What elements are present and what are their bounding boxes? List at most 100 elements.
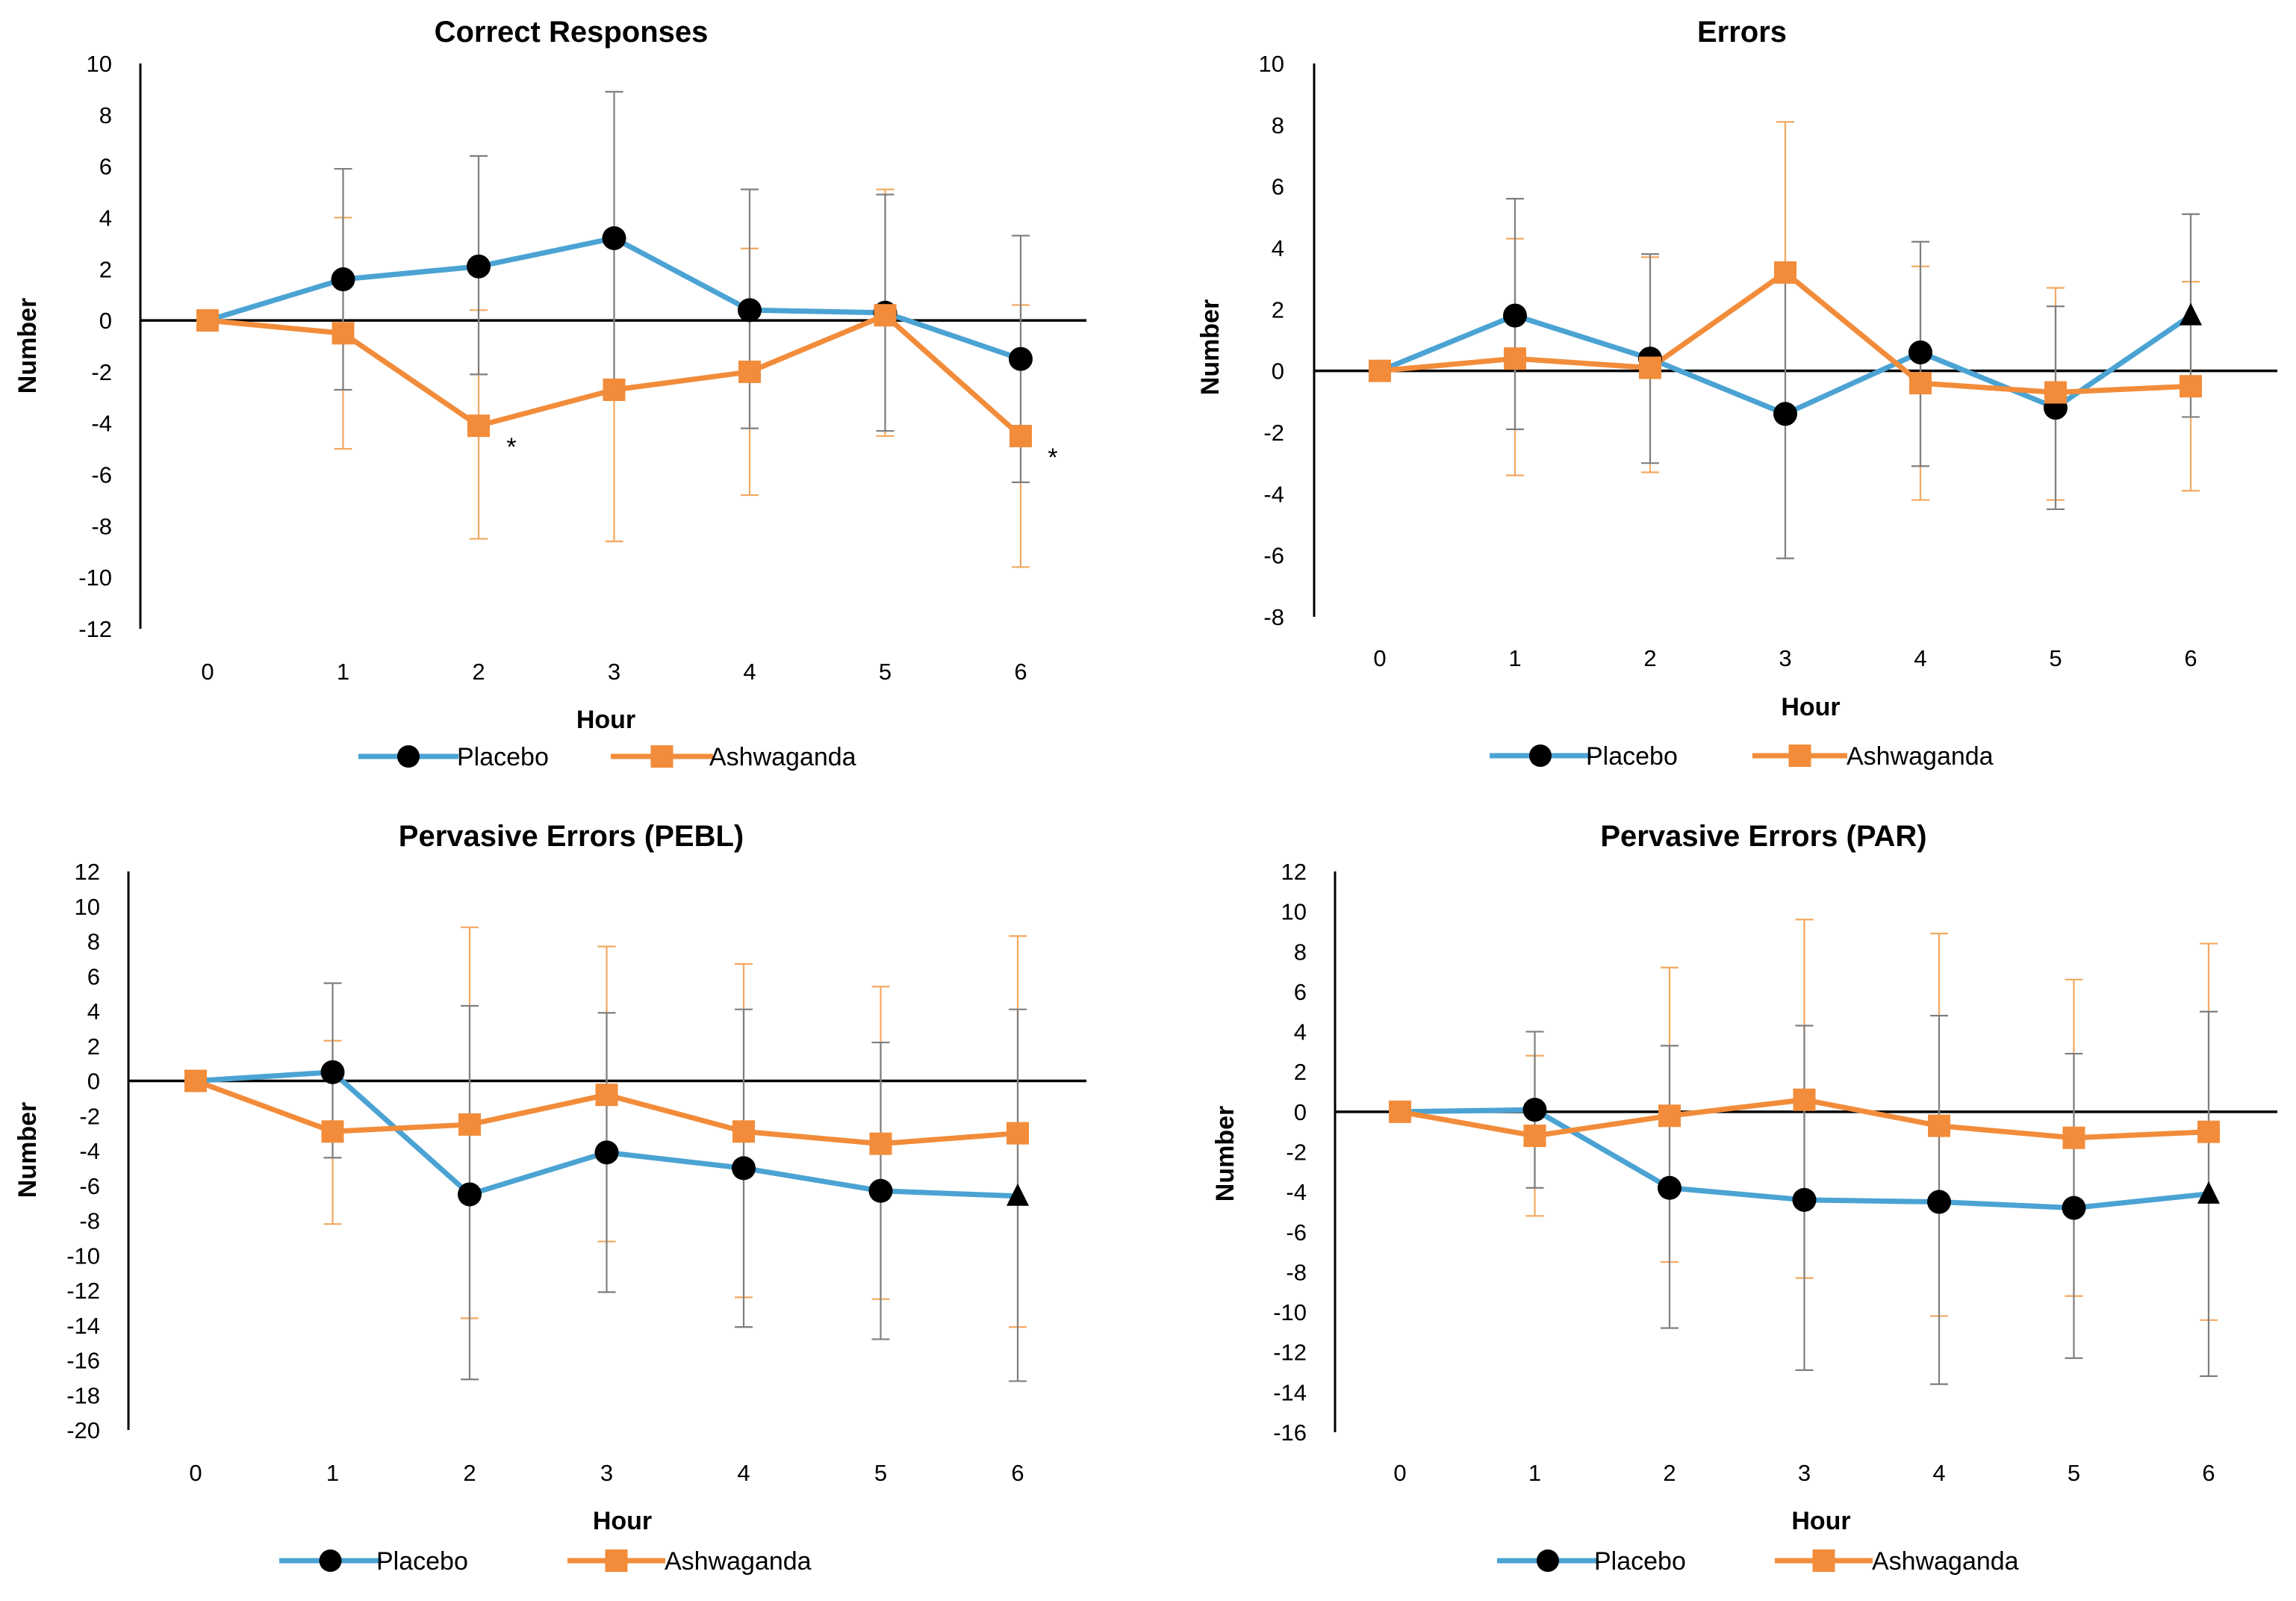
x-axis-label: Hour — [593, 1507, 652, 1535]
y-tick-label: -14 — [1273, 1379, 1307, 1405]
legend: Placebo Ashwaganda — [358, 743, 856, 771]
x-tick-label: 2 — [463, 1460, 476, 1486]
placebo-point — [1503, 303, 1527, 328]
chart-title: Pervasive Errors (PEBL) — [399, 820, 744, 853]
ashwaganda-point — [321, 1120, 344, 1143]
y-tick-label: -4 — [1286, 1179, 1307, 1205]
placebo-point — [1522, 1098, 1547, 1122]
ashwaganda-point — [458, 1113, 481, 1136]
y-tick-label: 4 — [87, 998, 100, 1025]
ashwaganda-point — [2180, 375, 2202, 398]
legend-ashwaganda-marker — [1812, 1549, 1835, 1572]
x-tick-label: 1 — [337, 659, 349, 685]
legend-ashwaganda-label: Ashwaganda — [1847, 742, 1994, 771]
x-tick-label: 5 — [874, 1460, 887, 1486]
chart-panel-2: Errors -8 -6 -4 -2 0 2 4 6 8 10 0 1 2 3 4 5 6 Hour Number Pl… — [1196, 16, 2277, 771]
x-tick-label: 6 — [1014, 659, 1027, 685]
chart-title: Correct Responses — [435, 16, 709, 49]
legend: Placebo Ashwaganda — [279, 1547, 812, 1576]
x-tick-label: 2 — [472, 659, 485, 685]
x-tick-label: 4 — [1914, 645, 1926, 671]
y-tick-label: 12 — [75, 859, 100, 885]
y-tick-label: -8 — [79, 1208, 100, 1234]
y-tick-label: -8 — [1263, 604, 1284, 630]
legend-placebo-marker — [1529, 744, 1552, 767]
placebo-point — [2197, 1181, 2220, 1204]
x-tick-label: 4 — [743, 659, 756, 685]
legend-placebo-label: Placebo — [1594, 1547, 1686, 1576]
y-tick-label: -12 — [66, 1278, 100, 1304]
legend-placebo-label: Placebo — [376, 1547, 468, 1576]
y-tick-label: 6 — [99, 154, 112, 180]
placebo-point — [1658, 1175, 1681, 1200]
x-axis-label: Hour — [1791, 1507, 1850, 1535]
ashwaganda-point — [184, 1069, 207, 1092]
ashwaganda-point — [1658, 1104, 1681, 1128]
chart-title: Pervasive Errors (PAR) — [1600, 820, 1926, 853]
x-tick-label: 0 — [201, 659, 214, 685]
legend-ashwaganda-marker — [650, 745, 673, 768]
x-tick-label: 0 — [1373, 645, 1386, 671]
y-tick-label: -6 — [91, 462, 112, 488]
y-tick-label: -2 — [1263, 420, 1284, 446]
y-tick-label: 10 — [87, 51, 112, 77]
x-tick-label: 6 — [1011, 1460, 1024, 1486]
y-tick-label: -10 — [78, 565, 112, 591]
y-tick-label: -16 — [1273, 1420, 1307, 1446]
x-axis-label: Hour — [576, 706, 635, 734]
y-tick-label: 8 — [99, 102, 112, 128]
placebo-point — [1908, 340, 1932, 364]
placebo-point — [594, 1140, 619, 1165]
legend-placebo-marker — [397, 745, 420, 768]
x-tick-label: 0 — [189, 1460, 202, 1486]
y-tick-label: -16 — [66, 1348, 100, 1374]
y-tick-label: -8 — [91, 513, 112, 539]
legend-placebo-label: Placebo — [457, 743, 549, 771]
y-tick-label: 0 — [99, 308, 112, 334]
x-tick-label: 2 — [1663, 1460, 1676, 1486]
significance-marker: * — [506, 433, 516, 461]
y-tick-label: 4 — [99, 205, 112, 231]
x-tick-label: 1 — [1508, 645, 1521, 671]
y-axis-label: Number — [1211, 1106, 1239, 1201]
legend-ashwaganda-label: Ashwaganda — [1872, 1547, 2019, 1576]
legend-placebo-marker — [319, 1549, 342, 1572]
y-tick-label: -10 — [66, 1243, 100, 1269]
x-tick-label: 5 — [879, 659, 892, 685]
placebo-point — [1792, 1187, 1817, 1212]
legend-placebo-marker — [1537, 1549, 1559, 1572]
y-tick-label: 2 — [1294, 1059, 1307, 1085]
y-tick-label: -4 — [91, 411, 112, 437]
y-tick-label: 10 — [1259, 51, 1284, 77]
ashwaganda-point — [1909, 372, 1932, 395]
ashwaganda-point — [332, 322, 355, 345]
x-tick-label: 5 — [2068, 1460, 2080, 1486]
y-axis-label: Number — [1196, 299, 1225, 395]
y-axis-label: Number — [13, 298, 42, 394]
ashwaganda-point — [1639, 356, 1661, 379]
placebo-point — [868, 1178, 893, 1203]
y-tick-label: -14 — [66, 1313, 100, 1339]
chart-panel-3: Pervasive Errors (PEBL)-20-18-16-14-12-1… — [13, 820, 1086, 1576]
x-tick-label: 0 — [1393, 1460, 1406, 1486]
legend-ashwaganda-label: Ashwaganda — [709, 743, 856, 771]
y-tick-label: 4 — [1294, 1019, 1307, 1045]
chart-panel-4: Pervasive Errors (PAR) -16 -14 -12 -10 -8 -6 -4… — [1211, 820, 2277, 1576]
y-tick-label: 10 — [75, 894, 100, 920]
y-tick-label: 2 — [87, 1033, 100, 1060]
y-tick-label: 6 — [87, 963, 100, 989]
placebo-point — [1009, 346, 1033, 371]
placebo-point — [467, 254, 491, 279]
legend-ashwaganda-marker — [1788, 744, 1811, 767]
y-tick-label: -6 — [79, 1173, 100, 1199]
legend-ashwaganda-marker — [605, 1549, 628, 1572]
x-tick-label: 3 — [1779, 645, 1791, 671]
y-tick-label: 12 — [1281, 859, 1307, 885]
x-tick-label: 4 — [737, 1460, 750, 1486]
placebo-point — [458, 1182, 482, 1207]
y-tick-label: -6 — [1286, 1219, 1307, 1246]
legend-placebo-label: Placebo — [1586, 742, 1678, 771]
x-tick-label: 2 — [1643, 645, 1656, 671]
y-tick-label: 8 — [1294, 939, 1307, 965]
placebo-point — [602, 226, 626, 250]
